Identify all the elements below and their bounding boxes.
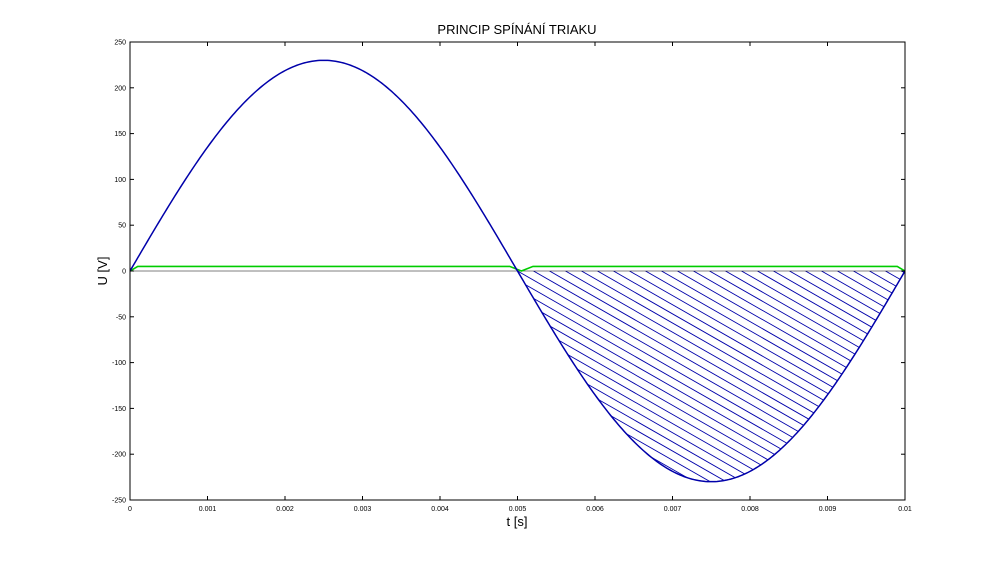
x-tick-label: 0.01 bbox=[898, 506, 912, 513]
y-axis-label: U [V] bbox=[95, 257, 110, 286]
y-tick-label: -50 bbox=[116, 314, 126, 321]
y-tick-label: 150 bbox=[114, 131, 126, 138]
y-tick-label: -100 bbox=[112, 360, 126, 367]
x-tick-label: 0.001 bbox=[199, 506, 217, 513]
x-tick-label: 0.007 bbox=[664, 506, 682, 513]
y-tick-label: 200 bbox=[114, 85, 126, 92]
chart-title: PRINCIP SPÍNÁNÍ TRIAKU bbox=[437, 22, 596, 37]
x-tick-label: 0.003 bbox=[354, 506, 372, 513]
x-axis-label: t [s] bbox=[507, 514, 528, 529]
y-tick-label: 50 bbox=[118, 223, 126, 230]
x-tick-label: 0.008 bbox=[741, 506, 759, 513]
y-tick-label: 250 bbox=[114, 40, 126, 47]
x-tick-label: 0 bbox=[128, 506, 132, 513]
y-tick-label: 100 bbox=[114, 177, 126, 184]
x-tick-label: 0.005 bbox=[509, 506, 527, 513]
y-tick-label: -150 bbox=[112, 406, 126, 413]
y-tick-label: 0 bbox=[122, 269, 126, 276]
x-tick-label: 0.006 bbox=[586, 506, 604, 513]
x-tick-label: 0.009 bbox=[819, 506, 837, 513]
x-tick-label: 0.002 bbox=[276, 506, 294, 513]
y-tick-label: -250 bbox=[112, 498, 126, 505]
x-tick-label: 0.004 bbox=[431, 506, 449, 513]
y-tick-label: -200 bbox=[112, 452, 126, 459]
